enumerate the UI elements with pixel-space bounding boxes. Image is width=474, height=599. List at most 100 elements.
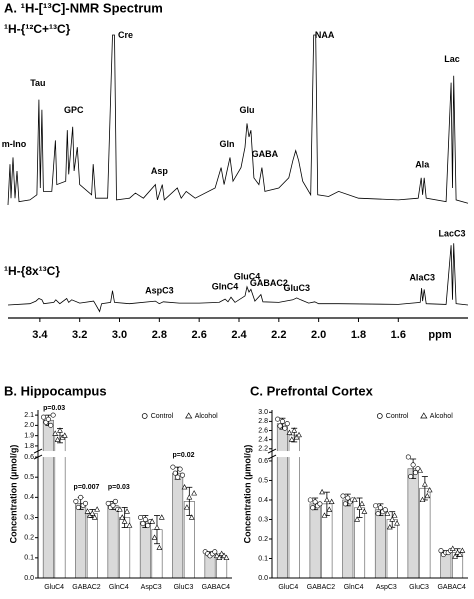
data-point [326,506,333,512]
x-tick-label: GABAC2 [72,584,101,591]
peak-label: Cre [118,30,133,40]
data-point [421,481,428,487]
data-point [175,474,181,480]
bar [42,419,54,579]
legend-label: Alcohol [430,413,453,420]
y-tick-label: 2.0 [24,422,34,429]
y-tick-label: 0.3 [24,514,34,521]
data-point [377,505,383,511]
data-point [286,429,293,435]
data-point [345,495,351,501]
break-mark [267,448,277,454]
data-point [317,501,323,507]
y-tick-label: 0.0 [24,575,34,582]
data-point [321,512,328,518]
data-point [50,412,56,418]
data-point [386,524,393,530]
data-point [312,499,318,505]
data-point [48,422,54,428]
p-value: p=0.03 [43,405,65,412]
data-point [291,427,298,433]
data-point [156,544,163,550]
data-point [186,494,193,500]
x-tick-label: 2.2 [271,329,286,341]
x-tick-label: 3.0 [112,329,127,341]
data-point [342,501,348,507]
x-tick-label: GlnC4 [344,584,364,591]
trace-label: ¹H-{8x¹³C} [4,264,60,278]
peak-label: m-Ino [2,139,27,149]
y-tick-label: 0.3 [258,516,268,523]
y-axis-label: Concentration (µmol/g) [242,445,252,544]
x-tick-label: 2.8 [152,329,167,341]
x-tick-label: 2.0 [311,329,326,341]
peak-label: Tau [30,78,45,88]
data-point [282,425,288,431]
y-tick-label: 2.6 [258,427,268,434]
data-point [124,508,130,514]
y-tick-label: 3.0 [258,409,268,416]
bar [374,509,386,579]
y-tick-label: 0.1 [24,555,34,562]
y-tick-label: 1.9 [24,432,34,439]
data-point [223,554,230,560]
data-point [452,553,459,559]
data-point [151,534,158,540]
bar [107,505,119,579]
data-point [177,466,183,472]
data-point [181,484,188,490]
data-point [382,507,388,513]
data-point [188,514,195,520]
p-value: p=0.007 [74,484,100,491]
data-point [78,494,84,500]
x-tick-label: 2.4 [231,329,247,341]
peak-label: Lac [444,54,460,64]
bar [75,503,87,579]
peak-label: AlaC3 [409,273,435,283]
data-point [424,492,431,499]
data-point [354,516,361,522]
data-point [110,502,116,508]
data-point [284,421,290,427]
y-tick-label: 0.0 [258,575,268,582]
x-tick-label: GluC4 [44,584,64,591]
peak-label: GlnC4 [212,282,239,292]
axis-break [39,451,232,458]
data-point [279,418,285,424]
y-tick-label: 2.8 [258,418,268,425]
bar [342,499,354,579]
bar [86,513,98,579]
x-tick-label: GlnC4 [109,584,129,591]
y-tick-label: 0.5 [258,477,268,484]
data-point [212,549,218,555]
x-tick-label: 1.6 [391,329,406,341]
data-point [145,523,151,529]
data-point [218,550,225,556]
y-tick-label: 0.2 [24,535,34,542]
peak-label: Gln [220,139,235,149]
data-point [82,500,88,506]
data-point [91,514,98,520]
data-point [170,464,176,470]
data-point [408,474,414,480]
x-tick-label: 3.4 [32,329,48,341]
data-point [73,498,79,504]
break-mark [33,448,43,454]
data-point [391,512,398,518]
data-point [389,516,396,522]
data-point [116,506,123,512]
peak-label: GluC3 [283,283,310,293]
data-point [138,515,144,521]
y-tick-label: 0.6 [24,454,34,461]
x-tick-label: GluC3 [174,584,194,591]
data-point [384,510,391,516]
y-tick-label: 0.5 [24,474,34,481]
data-point [417,467,423,473]
data-point [221,552,227,558]
y-tick-label: 0.6 [258,458,268,465]
bar [139,521,151,579]
spectrum-trace [7,243,469,313]
data-point [438,548,444,554]
data-point [191,490,198,496]
data-point [52,430,59,436]
